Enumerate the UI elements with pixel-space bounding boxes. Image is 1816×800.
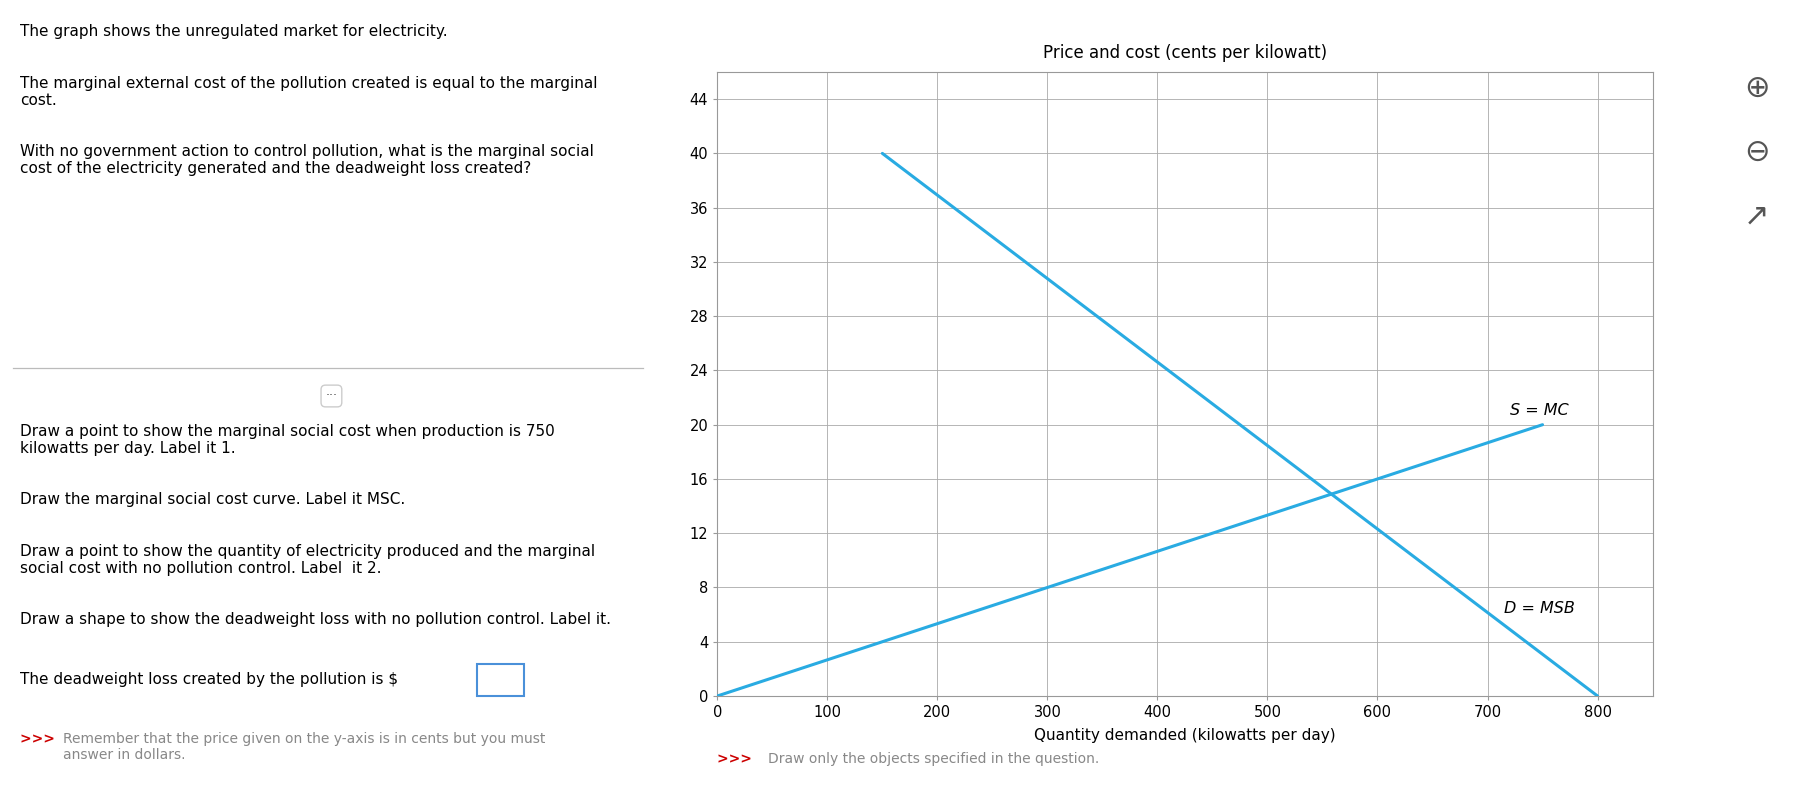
Text: Draw a point to show the quantity of electricity produced and the marginal
socia: Draw a point to show the quantity of ele… <box>20 544 596 576</box>
Text: The graph shows the unregulated market for electricity.: The graph shows the unregulated market f… <box>20 24 447 39</box>
Text: ↗: ↗ <box>1743 202 1771 230</box>
Text: Draw a shape to show the deadweight loss with no pollution control. Label it.: Draw a shape to show the deadweight loss… <box>20 612 610 627</box>
Text: ⊕: ⊕ <box>1743 74 1771 102</box>
Text: Draw a point to show the marginal social cost when production is 750
kilowatts p: Draw a point to show the marginal social… <box>20 424 554 456</box>
Text: The deadweight loss created by the pollution is $: The deadweight loss created by the pollu… <box>20 672 398 687</box>
Text: S = MC: S = MC <box>1509 403 1569 418</box>
Text: With no government action to control pollution, what is the marginal social
cost: With no government action to control pol… <box>20 144 594 176</box>
Text: ···: ··· <box>325 390 338 402</box>
FancyBboxPatch shape <box>478 664 523 696</box>
Title: Price and cost (cents per kilowatt): Price and cost (cents per kilowatt) <box>1042 44 1327 62</box>
X-axis label: Quantity demanded (kilowatts per day): Quantity demanded (kilowatts per day) <box>1033 728 1337 743</box>
Text: >>>: >>> <box>20 732 60 746</box>
Text: The marginal external cost of the pollution created is equal to the marginal
cos: The marginal external cost of the pollut… <box>20 76 597 109</box>
Text: Draw the marginal social cost curve. Label it MSC.: Draw the marginal social cost curve. Lab… <box>20 492 405 507</box>
Text: Remember that the price given on the y-axis is in cents but you must
answer in d: Remember that the price given on the y-a… <box>64 732 545 762</box>
Text: >>>: >>> <box>717 752 757 766</box>
Text: Draw only the objects specified in the question.: Draw only the objects specified in the q… <box>768 752 1099 766</box>
Text: D = MSB: D = MSB <box>1504 601 1574 616</box>
Text: ⊖: ⊖ <box>1743 138 1771 166</box>
